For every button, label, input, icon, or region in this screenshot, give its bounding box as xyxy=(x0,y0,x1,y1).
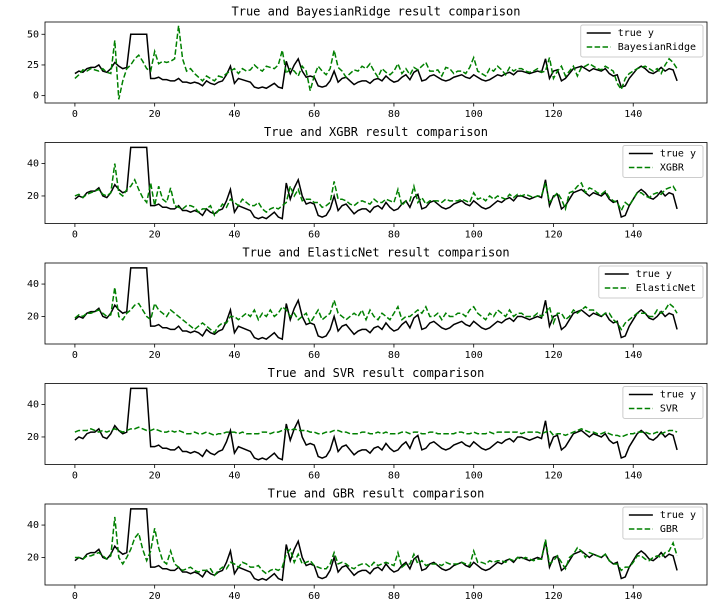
series-line xyxy=(74,146,678,220)
series-line xyxy=(74,163,678,217)
plot-frame xyxy=(44,21,708,104)
chart-title: True and XGBR result comparison xyxy=(264,125,488,139)
series-line xyxy=(74,387,678,461)
x-tick-label: 80 xyxy=(388,109,400,120)
x-tick-label: 100 xyxy=(465,109,483,120)
chart-title: True and SVR result comparison xyxy=(268,366,485,380)
x-tick-label: 140 xyxy=(624,591,642,602)
series-line xyxy=(74,426,678,438)
x-tick-label: 60 xyxy=(308,230,320,241)
x-tick-label: 80 xyxy=(388,471,400,482)
legend-text: GBR xyxy=(660,524,679,535)
x-tick-label: 100 xyxy=(465,471,483,482)
y-tick-label: 40 xyxy=(27,159,39,170)
x-tick-label: 80 xyxy=(388,230,400,241)
legend-text: true y xyxy=(636,269,672,280)
series-line xyxy=(74,508,678,582)
x-tick-label: 20 xyxy=(149,230,161,241)
legend-text: true y xyxy=(660,390,696,401)
legend-text: ElasticNet xyxy=(636,283,696,294)
x-tick-label: 60 xyxy=(308,109,320,120)
x-tick-label: 40 xyxy=(228,591,240,602)
series-line xyxy=(74,33,678,90)
chart-title: True and ElasticNet result comparison xyxy=(242,246,509,260)
x-tick-label: 40 xyxy=(228,109,240,120)
legend-text: SVR xyxy=(660,404,679,415)
x-tick-label: 140 xyxy=(624,230,642,241)
y-tick-label: 20 xyxy=(27,432,39,443)
plot-frame xyxy=(44,503,708,586)
x-tick-label: 80 xyxy=(388,350,400,361)
x-tick-label: 20 xyxy=(149,350,161,361)
x-tick-label: 100 xyxy=(465,591,483,602)
x-tick-label: 140 xyxy=(624,350,642,361)
x-tick-label: 20 xyxy=(149,471,161,482)
x-tick-label: 120 xyxy=(544,471,562,482)
x-tick-label: 100 xyxy=(465,350,483,361)
y-tick-label: 40 xyxy=(27,279,39,290)
legend-box xyxy=(580,24,704,58)
x-tick-label: 140 xyxy=(624,471,642,482)
legend-text: BayesianRidge xyxy=(618,42,696,53)
y-tick-label: 40 xyxy=(27,520,39,531)
x-tick-label: 140 xyxy=(624,109,642,120)
legend-text: true y xyxy=(660,510,696,521)
legend: true y GBR xyxy=(622,506,704,540)
x-tick-label: 120 xyxy=(544,109,562,120)
legend: true y SVR xyxy=(622,386,704,419)
x-tick-label: 100 xyxy=(465,230,483,241)
x-tick-label: 40 xyxy=(228,471,240,482)
series-line xyxy=(74,267,678,341)
legend: true y ElasticNet xyxy=(598,265,704,299)
series-line xyxy=(74,25,678,100)
series-line xyxy=(74,287,678,334)
y-tick-label: 20 xyxy=(27,311,39,322)
x-tick-label: 40 xyxy=(228,230,240,241)
y-tick-label: 20 xyxy=(27,552,39,563)
x-tick-label: 120 xyxy=(544,350,562,361)
chart-title: True and BayesianRidge result comparison xyxy=(232,5,521,19)
x-tick-label: 0 xyxy=(72,109,78,120)
plot-frame xyxy=(44,262,708,345)
y-tick-label: 50 xyxy=(27,29,39,40)
y-tick-label: 20 xyxy=(27,191,39,202)
plot-frame xyxy=(44,383,708,465)
y-tick-label: 40 xyxy=(27,400,39,411)
legend-text: XGBR xyxy=(660,163,685,174)
x-tick-label: 60 xyxy=(308,591,320,602)
x-tick-label: 60 xyxy=(308,471,320,482)
legend-text: true y xyxy=(618,28,654,39)
series-line xyxy=(74,516,678,577)
x-tick-label: 40 xyxy=(228,350,240,361)
legend: true y BayesianRidge xyxy=(580,24,704,58)
plot-frame xyxy=(44,142,708,224)
x-tick-label: 80 xyxy=(388,591,400,602)
legend-text: true y xyxy=(660,149,696,160)
x-tick-label: 60 xyxy=(308,350,320,361)
x-tick-label: 0 xyxy=(72,591,78,602)
x-tick-label: 20 xyxy=(149,109,161,120)
legend: true y XGBR xyxy=(622,145,704,178)
x-tick-label: 0 xyxy=(72,471,78,482)
x-tick-label: 0 xyxy=(72,230,78,241)
y-tick-label: 25 xyxy=(27,60,39,71)
chart-title: True and GBR result comparison xyxy=(268,487,485,501)
y-tick-label: 0 xyxy=(33,91,39,102)
x-tick-label: 0 xyxy=(72,350,78,361)
x-tick-label: 120 xyxy=(544,591,562,602)
x-tick-label: 120 xyxy=(544,230,562,241)
x-tick-label: 20 xyxy=(149,591,161,602)
